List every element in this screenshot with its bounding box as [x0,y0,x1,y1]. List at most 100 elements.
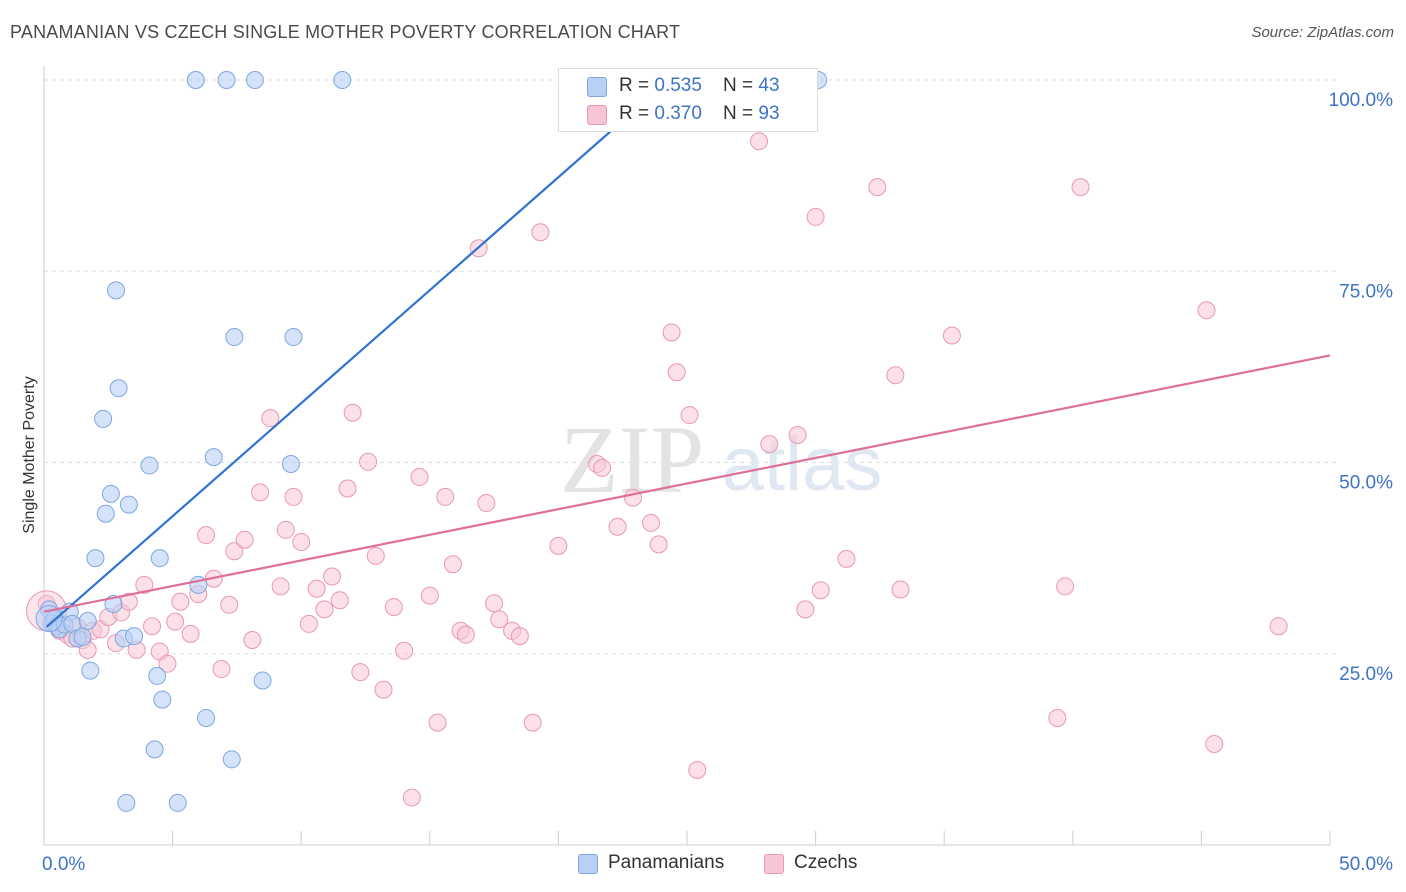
czechs-point [359,452,378,471]
y-tick-label: 25.0% [1339,664,1393,685]
czechs-point [181,624,200,643]
czechs-point [271,577,290,596]
tick-label-layer: 25.0% 50.0% 75.0% 100.0% 0.0% 50.0% [42,90,1393,875]
czechs-point [315,600,334,619]
czechs-point [649,535,668,554]
czechs-point [868,178,887,197]
czechs-point [760,435,779,454]
czechs-point [243,630,262,649]
panamanians-point [125,627,144,646]
czechs-point [235,530,254,549]
panamanians-point [117,793,136,812]
czechs-point [641,513,660,532]
panamanians-point [222,750,241,769]
legend-n-value: 93 [758,103,780,124]
czechs-point [806,207,825,226]
panamanians-point [217,71,236,89]
czechs-point [436,487,455,506]
czechs-point [523,713,542,732]
legend-r-value: 0.535 [654,75,702,96]
bottom-legend-label: Panamanians [608,852,725,873]
czechs-point [1056,577,1075,596]
czechs-point [788,425,807,444]
czechs-point [662,323,681,342]
czechs-point [307,579,326,598]
bottom-legend-swatch-blue [578,854,598,874]
czechs-point [490,610,509,629]
panamanians-point [94,409,113,428]
y-tick-label: 75.0% [1339,281,1393,302]
panamanians-point [107,281,126,300]
czechs-point [410,468,429,487]
legend-r-value: 0.370 [654,103,702,124]
bottom-legend-label: Czechs [794,852,858,873]
y-tick-label: 100.0% [1329,90,1394,111]
panamanians-point [86,549,105,568]
axes-layer [43,66,1331,846]
czechs-point [886,366,905,385]
czechs-point [338,479,357,498]
panamanians-point [186,71,205,89]
czechs-point [1048,709,1067,728]
panamanians-point [150,549,169,568]
panamanians-point [168,793,187,812]
czechs-point [1071,178,1090,197]
panamanians-point [284,328,303,347]
czechs-point [292,533,311,552]
czechs-point [680,406,699,425]
czechs-point [428,713,447,732]
czechs-point [837,549,856,568]
panamanians-point [78,611,97,630]
legend-n-value: 43 [758,75,780,96]
czechs-point [143,617,162,636]
panamanians-trend-line [45,79,670,628]
x-tick-label: 0.0% [42,854,85,875]
czechs-point [608,517,627,536]
czechs-point [135,575,154,594]
panamanians-point-cluster [35,605,63,633]
chart-title: PANAMANIAN VS CZECH SINGLE MOTHER POVERT… [10,22,681,42]
czechs-point [299,614,318,633]
panamanians-points [35,71,828,812]
czechs-point [1197,301,1216,320]
czechs-point [796,600,815,619]
czechs-point [158,654,177,673]
panamanians-point [153,690,172,709]
y-axis-label: Single Mother Poverty [21,376,38,534]
grid-layer [44,79,1336,655]
panamanians-point [197,709,216,728]
czechs-point [750,132,769,151]
czechs-point [485,594,504,613]
czechs-point [323,567,342,586]
czechs-point [456,625,475,644]
panamanians-point [253,671,272,690]
panamanians-point [333,71,352,89]
x-tick-label: 50.0% [1339,854,1393,875]
czechs-point [395,641,414,660]
correlation-legend: R = 0.535 N = 43 R = 0.370 N = 93 [558,68,818,132]
czechs-point [197,526,216,545]
panamanians-point [148,666,167,685]
legend-r-label: R = [619,75,655,96]
czechs-point [510,627,529,646]
czechs-point [549,536,568,555]
czechs-point [384,598,403,617]
czechs-point [477,494,496,513]
czechs-point [366,546,385,565]
panamanians-point [245,71,264,89]
panamanians-point [145,740,164,759]
czechs-point [225,542,244,561]
panamanians-point [119,495,138,514]
panamanians-point [81,661,100,680]
czechs-point [420,586,439,605]
czechs-trend-line [43,354,1331,613]
czechs-point [251,483,270,502]
czechs-point [942,326,961,345]
czechs-point [531,223,550,242]
bottom-legend-swatch-pink [764,854,784,874]
czechs-point [343,403,362,422]
legend-swatch-blue [587,77,607,97]
czechs-point [276,520,295,539]
legend-n-label: N = [723,75,759,96]
